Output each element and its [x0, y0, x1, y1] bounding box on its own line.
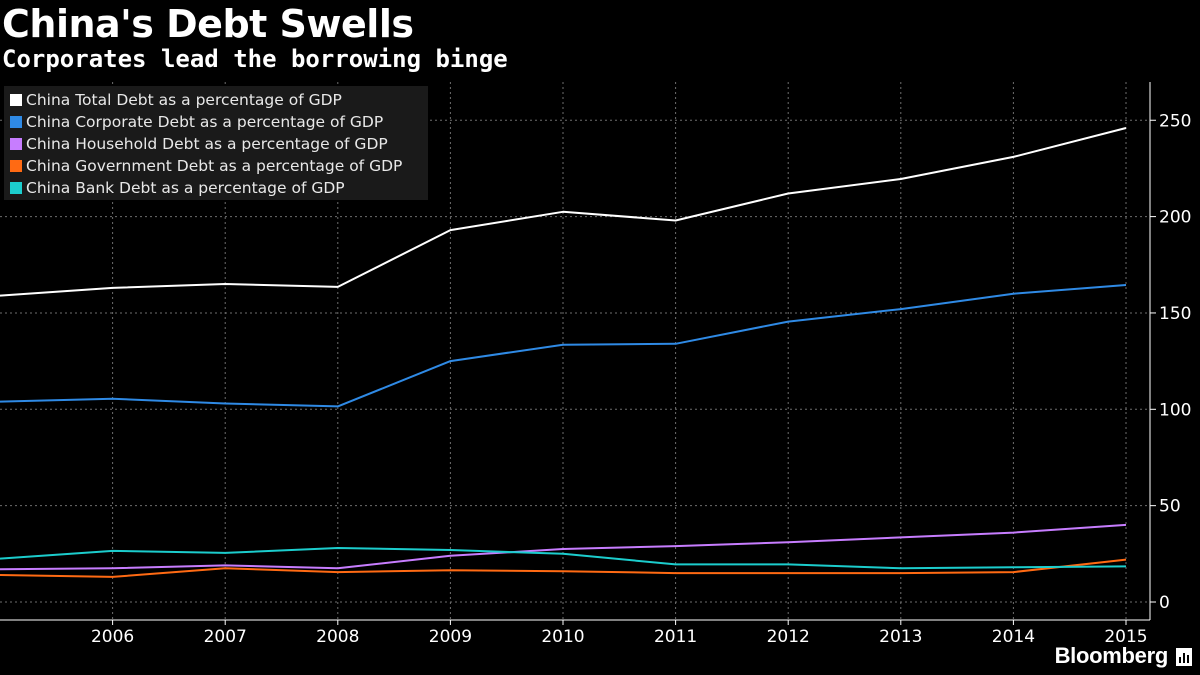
- x-tick-label: 2012: [767, 627, 810, 647]
- series-layer: [0, 127, 1127, 578]
- x-tick-label: 2009: [429, 627, 472, 647]
- legend-item: China Bank Debt as a percentage of GDP: [10, 177, 345, 199]
- series-line-1: [0, 284, 1127, 408]
- x-tick-label: 2010: [541, 627, 584, 647]
- legend-item: China Total Debt as a percentage of GDP: [10, 89, 342, 111]
- legend-swatch: [10, 138, 22, 150]
- legend-label: China Corporate Debt as a percentage of …: [26, 113, 384, 131]
- y-tick-label: 150: [1159, 304, 1191, 324]
- legend-label: China Total Debt as a percentage of GDP: [26, 91, 342, 109]
- legend-label: China Bank Debt as a percentage of GDP: [26, 179, 345, 197]
- x-tick-label: 2013: [879, 627, 922, 647]
- legend-item: China Household Debt as a percentage of …: [10, 133, 388, 155]
- series-line-4: [0, 547, 1127, 570]
- x-tick-label: 2015: [1104, 627, 1147, 647]
- y-tick-label: 0: [1159, 593, 1170, 613]
- legend-label: China Government Debt as a percentage of…: [26, 157, 403, 175]
- x-tick-label: 2011: [654, 627, 697, 647]
- x-tick-label: 2008: [316, 627, 359, 647]
- chart-title: China's Debt Swells: [2, 2, 414, 46]
- legend-swatch: [10, 182, 22, 194]
- chart-subtitle: Corporates lead the borrowing binge: [2, 45, 508, 73]
- series-line-2: [0, 523, 1127, 571]
- legend-swatch: [10, 160, 22, 172]
- y-tick-label: 200: [1159, 208, 1191, 228]
- legend-swatch: [10, 116, 22, 128]
- x-tick-label: 2007: [204, 627, 247, 647]
- x-tick-label: 2014: [992, 627, 1035, 647]
- legend: China Total Debt as a percentage of GDP C…: [4, 86, 428, 200]
- axis-layer: 0 50 100 150 200 250 2006 2007 2008 2009 2010 2011 2…: [0, 82, 1191, 647]
- y-tick-label: 250: [1159, 111, 1191, 131]
- x-tick-label: 2006: [91, 627, 134, 647]
- bar-chart-icon: [1176, 648, 1192, 666]
- y-tick-label: 50: [1159, 497, 1181, 517]
- series-line-0: [0, 127, 1127, 297]
- series-line-3: [0, 558, 1127, 578]
- legend-item: China Government Debt as a percentage of…: [10, 155, 402, 177]
- legend-item: China Corporate Debt as a percentage of …: [10, 111, 383, 133]
- y-tick-label: 100: [1159, 400, 1191, 420]
- legend-swatch: [10, 94, 22, 106]
- bloomberg-logo-text: Bloomberg: [1054, 643, 1169, 668]
- legend-label: China Household Debt as a percentage of …: [26, 135, 388, 153]
